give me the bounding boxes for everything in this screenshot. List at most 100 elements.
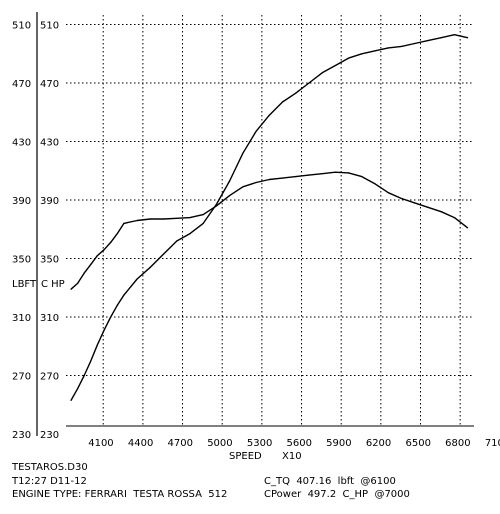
series-1-point-2 xyxy=(83,272,85,274)
y-tick-labels: 230 230 270 270 310 310 350 350 390 390 430 430 470 4… xyxy=(12,21,59,442)
series-1-point-22 xyxy=(308,174,310,176)
x-tick-6500: 6500 xyxy=(406,438,431,449)
y-tick-right-350: 350 xyxy=(40,255,59,266)
series-2-point-12 xyxy=(176,240,178,242)
y-tick-left-510: 510 xyxy=(12,21,31,32)
series-1-point-34 xyxy=(467,227,469,229)
series-2-point-15 xyxy=(215,203,217,205)
series-1-point-29 xyxy=(400,197,403,200)
series-2-point-34 xyxy=(467,37,469,39)
series-2-point-9 xyxy=(136,278,138,280)
series-2-point-21 xyxy=(295,92,297,94)
series-1-point-27 xyxy=(374,183,376,185)
series-1-point-23 xyxy=(321,173,323,175)
x-tick-5600: 5600 xyxy=(287,438,312,449)
series-2-point-6 xyxy=(110,316,112,318)
series-2-point-24 xyxy=(334,64,336,67)
y-tick-left-470: 470 xyxy=(12,79,31,90)
series-1-point-3 xyxy=(90,263,92,265)
x-tick-4100: 4100 xyxy=(88,438,113,449)
series-2-point-1 xyxy=(77,388,79,390)
series-1-point-17 xyxy=(242,186,244,188)
y-tick-left-430: 430 xyxy=(12,138,31,149)
series-2-point-29 xyxy=(400,45,403,48)
series-2-point-0 xyxy=(70,399,72,401)
y-axis-label-right: C HP xyxy=(41,279,65,290)
y-tick-right-230: 230 xyxy=(40,430,59,441)
series-2-point-10 xyxy=(149,266,151,268)
engine-type: ENGINE TYPE: FERRARI TESTA ROSSA 512 xyxy=(12,489,228,500)
series-2-point-20 xyxy=(281,101,284,103)
y-tick-right-430: 430 xyxy=(40,138,59,149)
series-1-point-32 xyxy=(440,211,442,213)
y-tick-left-230: 230 xyxy=(12,430,31,441)
series-1-point-24 xyxy=(334,171,336,173)
y-axis-label-left: LBFT xyxy=(12,279,37,290)
x-tick-4700: 4700 xyxy=(168,438,193,449)
y-tick-left-350: 350 xyxy=(12,255,31,266)
series-2-point-26 xyxy=(361,53,363,55)
series-2-point-27 xyxy=(374,50,376,52)
series-2-point-8 xyxy=(123,294,125,296)
x-axis-unit: X10 xyxy=(282,451,302,462)
series-line-1 xyxy=(70,171,469,290)
x-tick-4400: 4400 xyxy=(128,438,153,449)
y-tick-left-270: 270 xyxy=(12,372,31,383)
power-summary: CPower 497.2 C_HP @7000 xyxy=(264,489,410,500)
x-tick-6200: 6200 xyxy=(366,438,391,449)
series-2-point-5 xyxy=(103,329,105,331)
series-1-point-16 xyxy=(229,195,231,197)
x-tick-5300: 5300 xyxy=(247,438,272,449)
series-2-point-31 xyxy=(427,40,429,42)
y-tick-left-310: 310 xyxy=(12,313,31,324)
series-1-point-18 xyxy=(255,181,257,184)
series-1-point-7 xyxy=(116,233,118,235)
series-2-point-23 xyxy=(321,72,323,74)
series-2-point-2 xyxy=(83,374,85,377)
series-2-point-7 xyxy=(116,304,118,306)
series-1-point-9 xyxy=(136,219,138,222)
series-1-point-21 xyxy=(295,176,297,178)
y-tick-left-390: 390 xyxy=(12,196,31,207)
axes xyxy=(36,12,474,436)
series-2-point-19 xyxy=(268,114,270,116)
series-2-point-25 xyxy=(348,57,350,59)
series-1-point-4 xyxy=(96,255,98,257)
series-1-point-13 xyxy=(189,217,191,219)
y-tick-right-510: 510 xyxy=(40,21,59,32)
x-axis-label: SPEED xyxy=(229,451,262,462)
series-2-point-16 xyxy=(229,180,231,182)
series-1-point-12 xyxy=(176,217,178,219)
grid xyxy=(66,15,474,426)
series-1-point-31 xyxy=(427,206,429,208)
series-line-2 xyxy=(70,34,468,401)
series-1-point-8 xyxy=(123,222,125,224)
x-tick-5900: 5900 xyxy=(326,438,351,449)
series-2-point-3 xyxy=(90,360,92,362)
series-1-point-1 xyxy=(77,282,79,284)
run-timestamp: T12:27 D11-12 xyxy=(12,476,87,487)
torque-summary: C_TQ 407.16 lbft @6100 xyxy=(264,476,396,487)
x-tick-7100: 7100 xyxy=(485,438,500,449)
series-2-point-30 xyxy=(414,42,416,45)
series-2-point-11 xyxy=(162,253,165,255)
y-tick-right-470: 470 xyxy=(40,79,59,90)
series-1-point-10 xyxy=(149,218,151,220)
series-1-point-11 xyxy=(162,218,165,220)
series-2-point-13 xyxy=(189,233,191,235)
series-2-point-4 xyxy=(96,344,98,346)
series-1-point-19 xyxy=(268,178,270,181)
series-1-point-33 xyxy=(453,217,455,219)
run-file-name: TESTAROS.D30 xyxy=(12,462,88,473)
series-2-point-32 xyxy=(440,37,442,39)
series-1-point-14 xyxy=(202,214,204,216)
series-2-point-28 xyxy=(387,47,389,49)
series-1-point-25 xyxy=(348,172,350,174)
series-1-point-0 xyxy=(70,288,72,290)
series-1-point-28 xyxy=(387,192,389,194)
y-tick-right-390: 390 xyxy=(40,196,59,207)
x-tick-5000: 5000 xyxy=(207,438,232,449)
series-2-point-17 xyxy=(242,152,244,154)
series-2-point-22 xyxy=(308,82,310,84)
